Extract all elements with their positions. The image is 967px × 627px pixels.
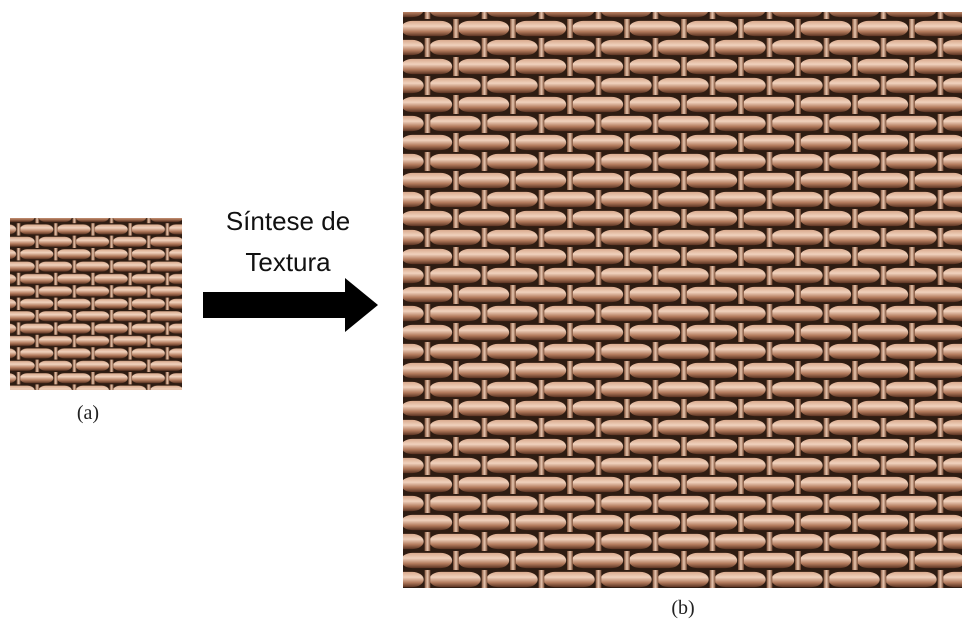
arrow: [203, 278, 378, 332]
input-texture: [10, 218, 182, 390]
arrow-label: Textura: [245, 247, 331, 277]
figure: (a) Síntese de Textura (b): [0, 0, 967, 622]
arrow-label: Síntese de: [226, 206, 350, 236]
page: (a) Síntese de Textura (b) (() => { cons…: [0, 0, 967, 622]
panel-label: (b): [671, 597, 694, 619]
output-texture: [403, 12, 962, 588]
panel-label: (a): [77, 402, 99, 424]
